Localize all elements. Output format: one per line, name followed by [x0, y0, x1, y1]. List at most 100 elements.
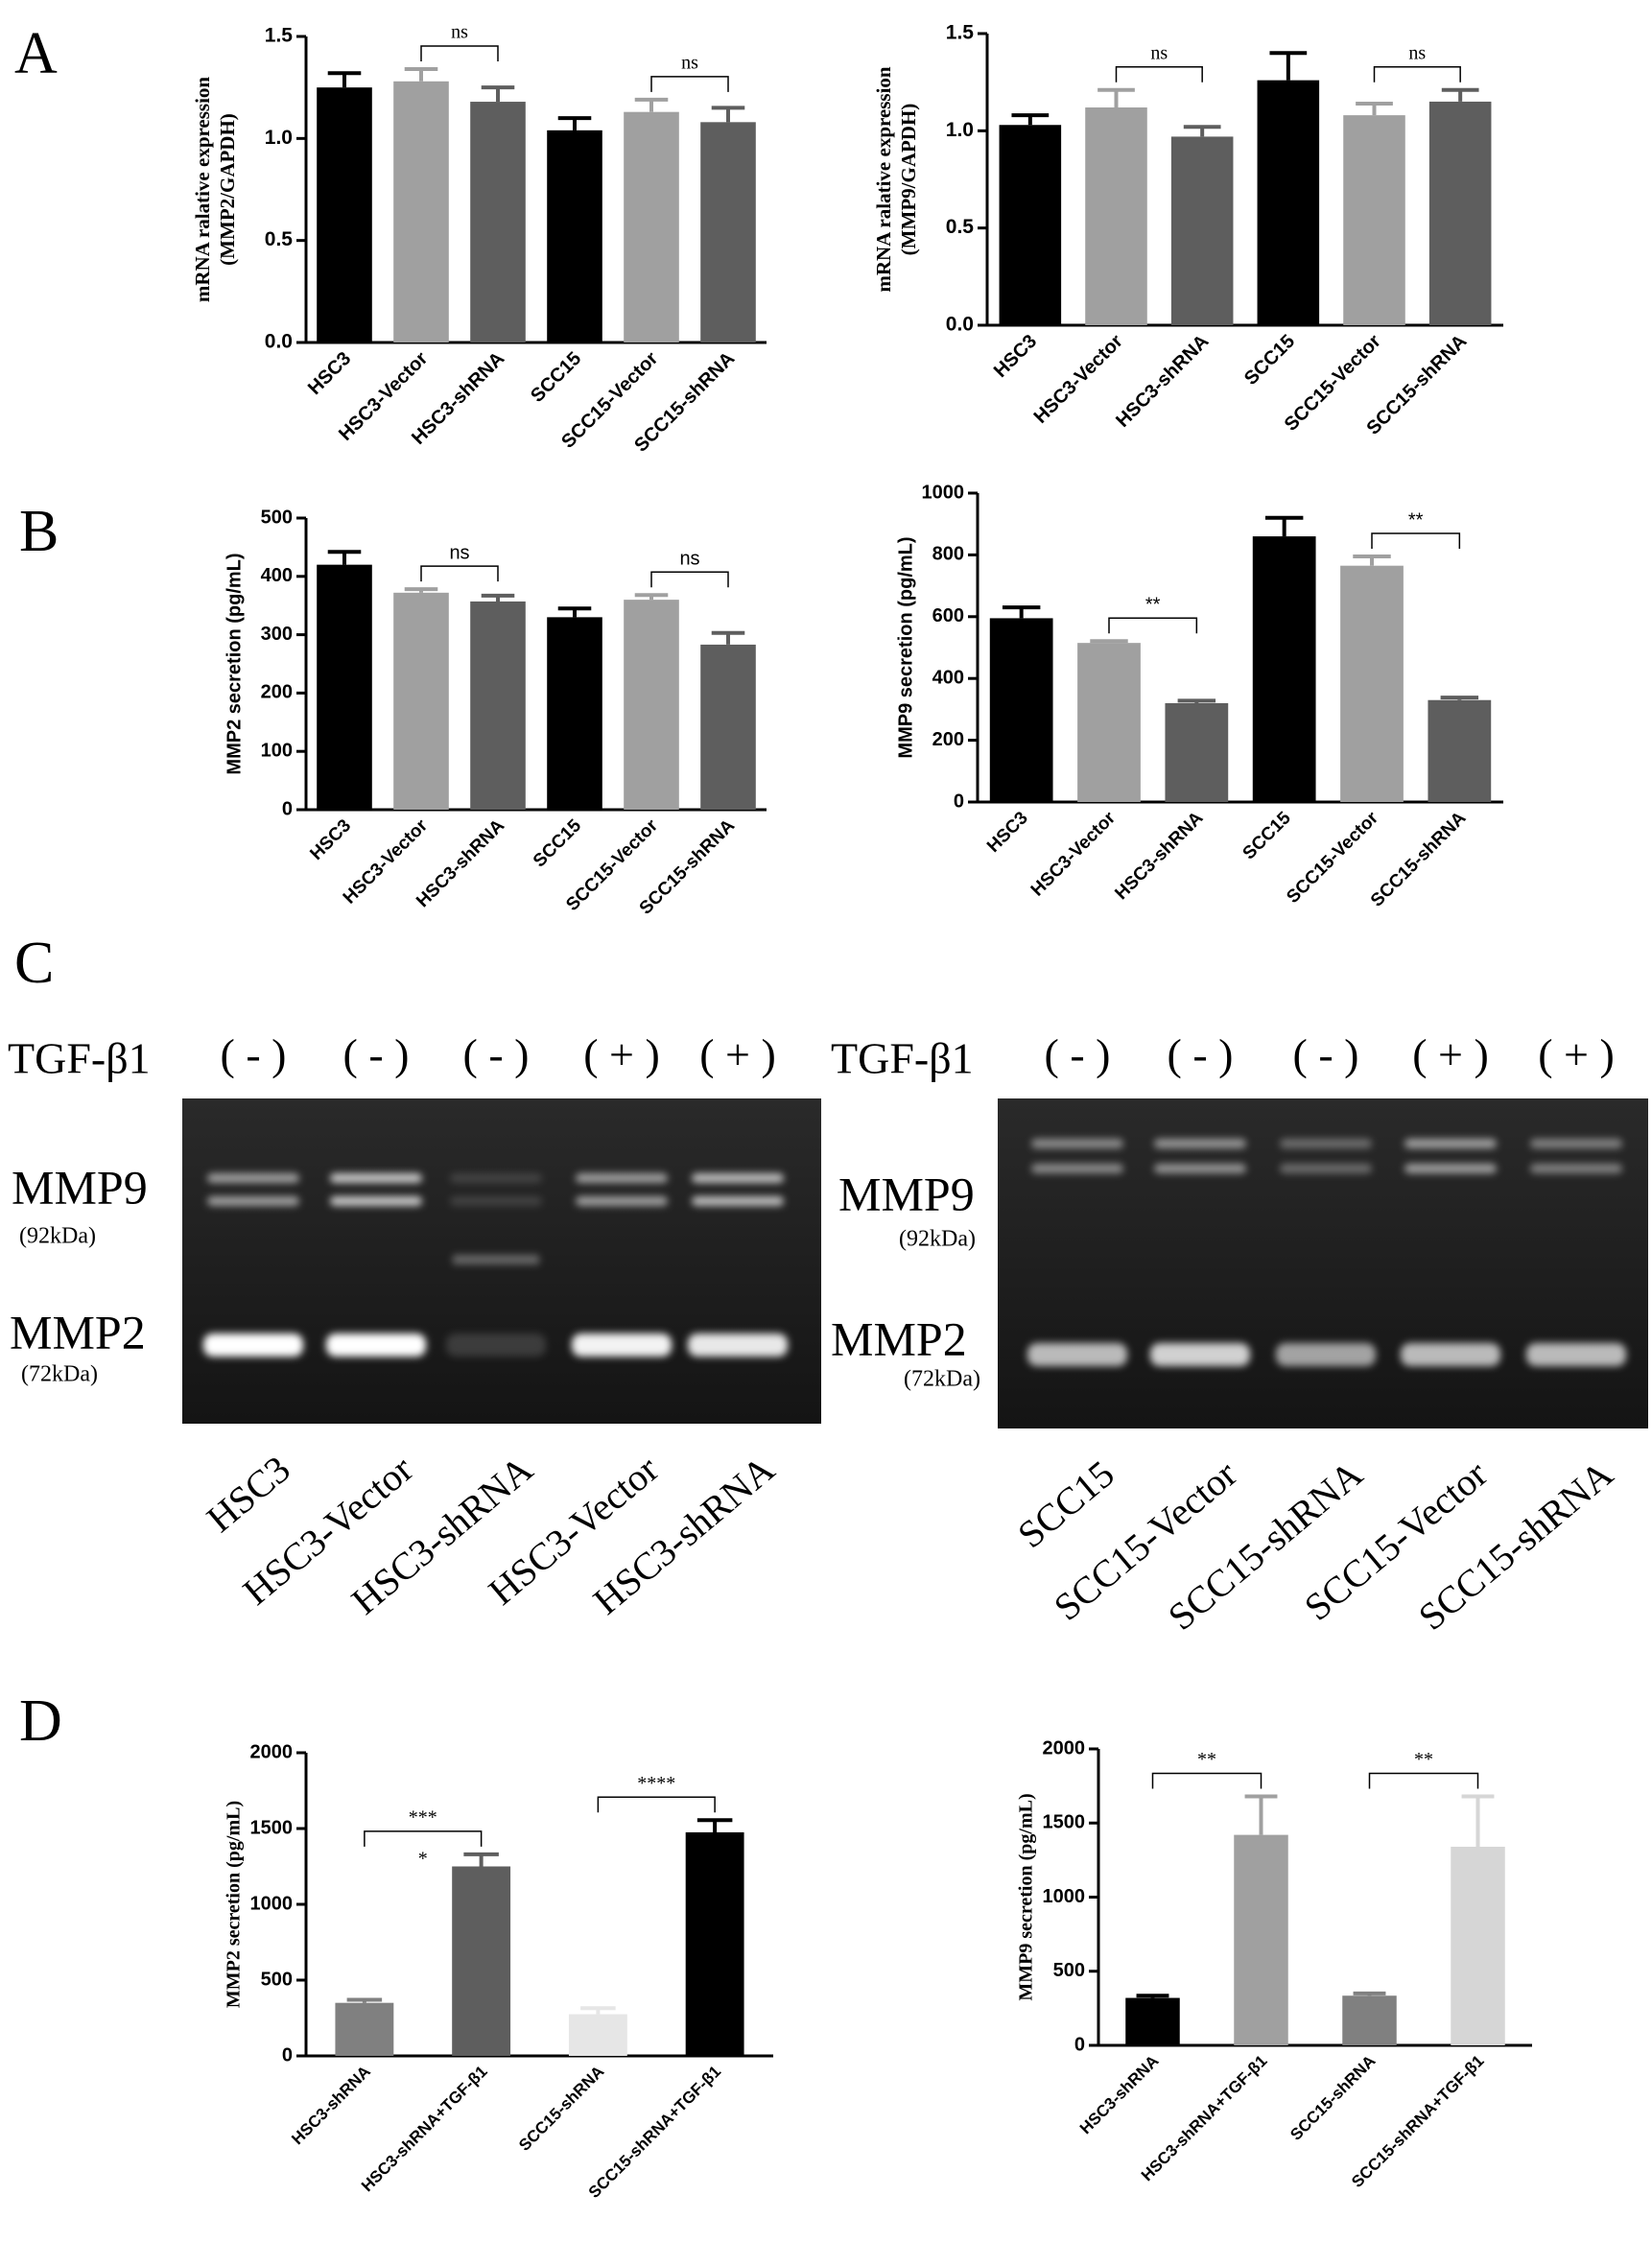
bar: [393, 592, 449, 810]
gel-band: [688, 1334, 788, 1357]
treatment: ( - ): [1045, 1030, 1111, 1079]
error-bar: [1264, 515, 1304, 537]
error-bar: [1244, 1794, 1278, 1835]
significance-bracket: [1115, 66, 1203, 83]
bar: [547, 130, 602, 342]
bar: [1451, 1846, 1505, 2045]
gel-band: [446, 1334, 546, 1357]
y-tick-label: 2000: [1043, 1737, 1086, 1759]
y-tick-label: 600: [932, 605, 964, 626]
panel-letter: D: [19, 1688, 62, 1754]
significance-label: *: [418, 1848, 428, 1869]
significance-label: ****: [637, 1773, 675, 1794]
y-tick-label: 0: [282, 798, 293, 819]
treatment: ( - ): [1168, 1030, 1234, 1079]
y-tick-label: 500: [261, 507, 293, 528]
bar: [989, 618, 1053, 802]
significance-label: ns: [451, 22, 468, 43]
significance-label: ns: [681, 53, 698, 74]
y-tick-label: 0.0: [946, 314, 974, 336]
y-tick-label: 500: [261, 1969, 293, 1990]
y-tick-label: 200: [932, 729, 964, 750]
significance-bracket: [1368, 1772, 1479, 1789]
treatment: ( + ): [1538, 1030, 1615, 1079]
y-tick-label: 1000: [250, 1893, 294, 1914]
y-axis-label: mRNA ralative expression: [191, 77, 214, 303]
treatment: ( + ): [1412, 1030, 1489, 1079]
y-tick-label: 0.5: [265, 228, 294, 250]
bar: [470, 102, 526, 342]
gel-band: [1526, 1343, 1626, 1366]
treatment-label: TGF-β1: [831, 1034, 974, 1083]
error-bar: [1441, 87, 1479, 102]
treatment-label: TGF-β1: [8, 1034, 151, 1083]
panel-letter: C: [14, 931, 54, 996]
error-bar: [557, 606, 592, 618]
significance-label: ***: [409, 1806, 437, 1828]
gel-band: [572, 1334, 672, 1357]
error-bar: [634, 593, 669, 601]
significance-bracket: [650, 571, 729, 588]
y-tick-label: 1.0: [946, 119, 974, 141]
marker-name: MMP2: [10, 1305, 146, 1358]
gel-band: [330, 1196, 422, 1206]
y-tick-label: 0.0: [265, 331, 293, 353]
marker-size: (72kDa): [904, 1367, 980, 1392]
gel-band: [326, 1334, 426, 1357]
y-tick-label: 1.5: [265, 25, 294, 47]
error-bar: [711, 630, 745, 645]
gel-band: [1150, 1343, 1250, 1366]
bar: [1252, 536, 1316, 802]
bar: [1428, 101, 1492, 325]
error-bar: [711, 106, 745, 123]
significance-label: **: [1197, 1749, 1216, 1770]
significance-bracket: [420, 45, 499, 62]
treatment: ( + ): [699, 1030, 776, 1079]
bar: [685, 1831, 744, 2056]
error-bar: [327, 550, 362, 565]
error-bar: [1011, 113, 1050, 126]
gel-band: [1280, 1164, 1372, 1173]
error-bar: [580, 2006, 616, 2015]
treatment: ( - ): [221, 1030, 287, 1079]
gel-band: [576, 1196, 668, 1206]
error-bar: [696, 1818, 733, 1832]
y-tick-label: 1500: [1043, 1812, 1086, 1833]
gel-band: [1401, 1343, 1500, 1366]
gel-band: [692, 1173, 784, 1183]
error-bar: [1090, 639, 1128, 644]
gel-band: [1031, 1139, 1123, 1148]
y-tick-label: 500: [1053, 1960, 1085, 1981]
bar: [452, 1866, 511, 2056]
treatment: ( - ): [1293, 1030, 1359, 1079]
y-tick-label: 1000: [1043, 1886, 1086, 1907]
error-bar: [1353, 555, 1391, 566]
error-bar: [1461, 1794, 1495, 1847]
error-bar: [1097, 87, 1135, 108]
bar: [999, 125, 1062, 325]
gel-band: [1154, 1139, 1246, 1148]
bar: [700, 644, 756, 810]
bar: [1340, 565, 1404, 802]
significance-label: ns: [449, 542, 469, 563]
bar: [1257, 80, 1320, 325]
y-tick-label: 100: [261, 740, 293, 761]
gel-band: [1154, 1164, 1246, 1173]
gel-band: [450, 1196, 542, 1206]
significance-label: **: [1145, 595, 1161, 616]
gel-band: [450, 1173, 542, 1183]
significance-bracket: [650, 76, 729, 92]
y-tick-label: 1.5: [946, 22, 975, 44]
significance-label: **: [1408, 509, 1424, 531]
gel-band: [692, 1196, 784, 1206]
y-tick-label: 800: [932, 544, 964, 565]
bar: [470, 601, 526, 810]
panel-letter: A: [14, 21, 58, 86]
y-tick-label: 2000: [250, 1741, 294, 1762]
treatment: ( - ): [343, 1030, 410, 1079]
gel-band: [1404, 1164, 1497, 1173]
bar: [624, 600, 679, 810]
error-bar: [634, 97, 669, 112]
error-bar: [1002, 605, 1041, 619]
gel-band: [1530, 1139, 1622, 1148]
